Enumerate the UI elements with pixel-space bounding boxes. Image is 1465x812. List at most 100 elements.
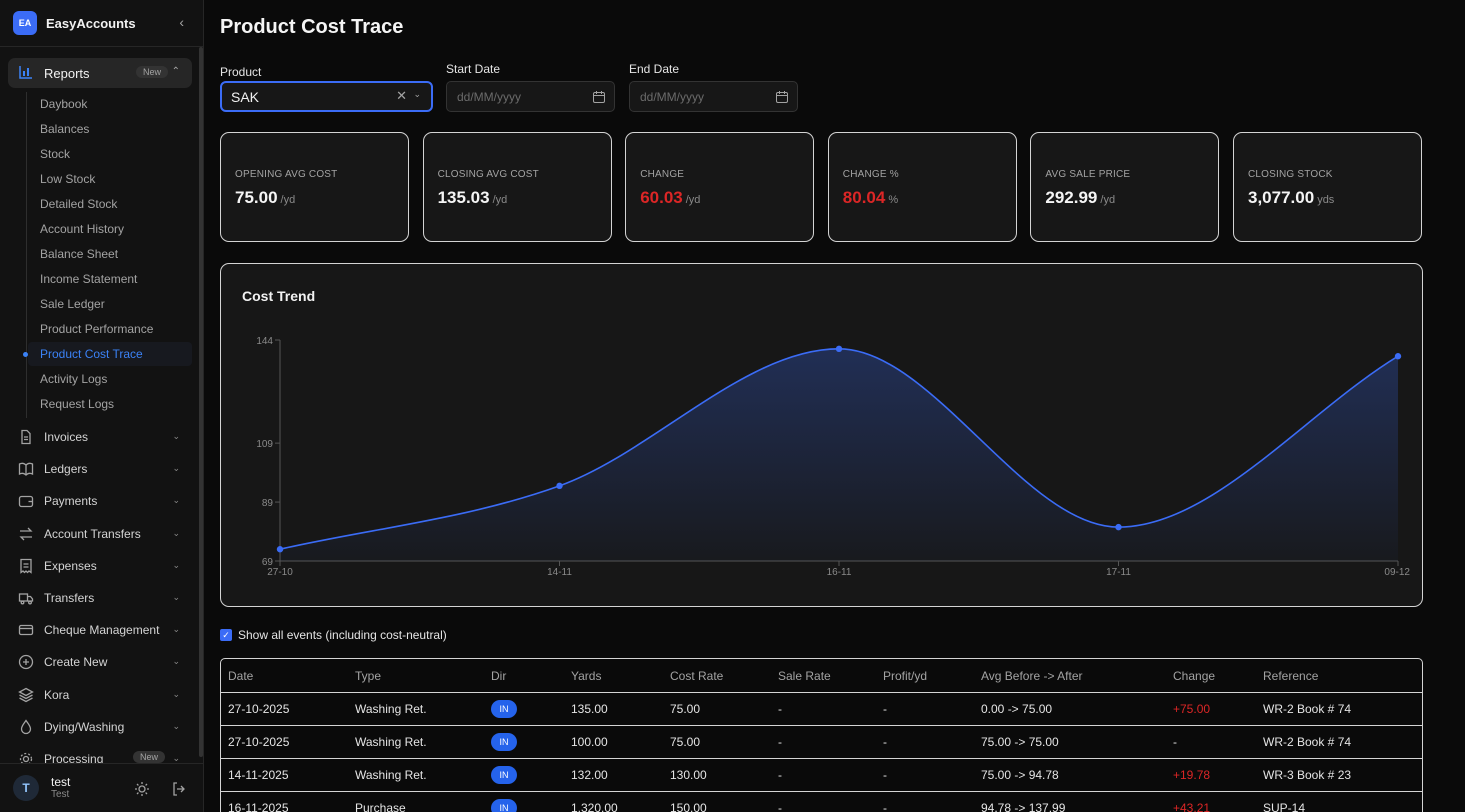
table-cell-sale-rate: - [778,735,782,749]
sidebar-item-activity-logs[interactable]: Activity Logs [40,372,108,386]
chevron-down-icon: ⌄ [172,463,180,474]
sidebar-item-label: Processing [44,752,104,766]
sidebar-item-kora[interactable]: Kora ⌄ [8,680,192,710]
sidebar-item-cheque-management[interactable]: Cheque Management ⌄ [8,615,192,645]
sidebar-item-balances[interactable]: Balances [40,122,90,136]
sidebar-item-invoices[interactable]: Invoices ⌄ [8,422,192,452]
table-cell-cost-rate: 150.00 [670,801,707,812]
clear-icon[interactable]: ✕ [396,88,407,103]
sidebar-item-label: Ledgers [44,462,88,477]
product-select[interactable]: SAK ✕ ⌄ [220,81,433,112]
sidebar-item-transfers[interactable]: Transfers ⌄ [8,583,192,613]
table-cell-date: 27-10-2025 [228,702,290,716]
end-date-input[interactable]: dd/MM/yyyy [629,81,798,112]
sidebar-item-product-cost-trace[interactable]: Product Cost Trace [23,342,192,366]
sidebar-scrollbar[interactable] [199,47,203,757]
collapse-sidebar-icon[interactable]: ‹ [179,14,184,30]
receipt-icon [18,558,34,574]
column-header-profit-yd: Profit/yd [883,669,928,683]
dir-badge: IN [491,799,517,812]
stat-value-row: 75.00/yd [235,188,295,208]
stat-label: OPENING AVG COST [235,169,338,180]
table-cell-reference: SUP-14 [1263,801,1306,812]
column-header-yards: Yards [571,669,602,683]
table-row[interactable]: 14-11-2025 Washing Ret. IN 132.00 130.00 - - 75… [221,759,1422,792]
layers-icon [18,687,34,703]
sidebar-item-account-history[interactable]: Account History [40,222,125,236]
table-row[interactable]: 16-11-2025 Purchase IN 1,320.00 150.00 - - 94.7… [221,792,1422,812]
end-date-placeholder: dd/MM/yyyy [640,89,705,104]
brand: EA EasyAccounts ‹ [0,0,203,47]
sidebar-item-stock[interactable]: Stock [40,147,71,161]
calendar-icon[interactable] [775,90,789,104]
start-date-input[interactable]: dd/MM/yyyy [446,81,615,112]
table-cell-cost-rate: 75.00 [670,702,701,716]
table-row[interactable]: 27-10-2025 Washing Ret. IN 100.00 75.00 - - 75.… [221,726,1422,759]
table-cell-avg-before-after: 75.00 -> 94.78 [981,768,1059,782]
book-open-icon [18,461,34,477]
table-cell-avg-before-after: 75.00 -> 75.00 [981,735,1059,749]
sidebar-item-expenses[interactable]: Expenses ⌄ [8,551,192,581]
arrows-left-right-icon [18,526,34,542]
start-date-label: Start Date [446,62,501,76]
sidebar-item-request-logs[interactable]: Request Logs [40,397,115,411]
events-table: Date Type Dir Yards Cost Rate Sale Rate Profit… [220,658,1423,812]
sidebar-item-product-performance[interactable]: Product Performance [40,322,154,336]
table-row[interactable]: 27-10-2025 Washing Ret. IN 135.00 75.00 - - 0.0… [221,693,1422,726]
sidebar-item-label: Kora [44,687,70,702]
stat-card-opening-avg-cost: OPENING AVG COST 75.00/yd [220,132,409,242]
sidebar-item-payments[interactable]: Payments ⌄ [8,486,192,516]
x-tick-label: 17-11 [1106,567,1131,578]
chevron-down-icon: ⌄ [172,753,180,763]
table-cell-cost-rate: 130.00 [670,768,707,782]
cost-trend-card: Cost Trend 69 89 109 144 27-10 14-11 16-11 17-1… [220,263,1423,607]
table-cell-type: Purchase [355,801,406,812]
sidebar-item-label: Create New [44,655,108,670]
table-cell-reference: WR-3 Book # 23 [1263,768,1352,782]
sidebar-item-detailed-stock[interactable]: Detailed Stock [40,197,118,211]
brand-name: EasyAccounts [46,15,136,31]
table-cell-date: 27-10-2025 [228,735,290,749]
show-all-label[interactable]: Show all events (including cost-neutral) [238,628,447,642]
sidebar-item-dying-washing[interactable]: Dying/Washing ⌄ [8,712,192,742]
sidebar-item-daybook[interactable]: Daybook [40,97,88,111]
table-cell-sale-rate: - [778,768,782,782]
stat-label: CLOSING STOCK [1248,169,1333,180]
sidebar-item-balance-sheet[interactable]: Balance Sheet [40,247,119,261]
chevron-down-icon: ⌄ [172,688,180,699]
stat-value: 135.03 [437,188,490,207]
stat-value: 75.00 [235,188,278,207]
stat-unit: /yd [685,194,701,206]
column-header-change: Change [1173,669,1216,683]
table-cell-date: 16-11-2025 [228,801,289,812]
sidebar-item-ledgers[interactable]: Ledgers ⌄ [8,454,192,484]
column-header-dir: Dir [491,669,507,683]
product-label: Product [220,65,262,79]
sidebar-item-label: Cheque Management [44,623,160,638]
avatar[interactable]: T [13,775,39,801]
sidebar-item-income-statement[interactable]: Income Statement [40,272,138,286]
sidebar-item-create-new[interactable]: Create New ⌄ [8,647,192,677]
calendar-icon[interactable] [592,90,606,104]
column-header-date: Date [228,669,254,683]
brand-logo: EA [13,11,37,35]
stat-unit: yds [1317,194,1335,206]
stat-value: 3,077.00 [1248,188,1315,207]
sidebar-item-low-stock[interactable]: Low Stock [40,172,96,186]
column-header-reference: Reference [1263,669,1319,683]
data-point [556,482,563,490]
chevron-down-icon: ⌄ [172,592,180,602]
logout-icon[interactable] [171,781,187,797]
nav-reports[interactable]: Reports New ⌃ [8,58,192,88]
stat-card-closing-stock: CLOSING STOCK 3,077.00 yds [1233,132,1422,242]
sidebar-item-account-transfers[interactable]: Account Transfers ⌄ [8,519,192,549]
stat-card-change: CHANGE % 80.04% [827,132,1017,242]
table-cell-sale-rate: - [778,801,782,812]
sun-icon[interactable] [134,781,150,797]
table-cell-change: +75.00 [1173,702,1211,716]
chevron-down-icon[interactable]: ⌄ [413,89,421,99]
show-all-checkbox[interactable]: ✓ [220,629,232,641]
sidebar-item-sale-ledger[interactable]: Sale Ledger [40,297,105,311]
stat-label: CHANGE [640,169,685,180]
